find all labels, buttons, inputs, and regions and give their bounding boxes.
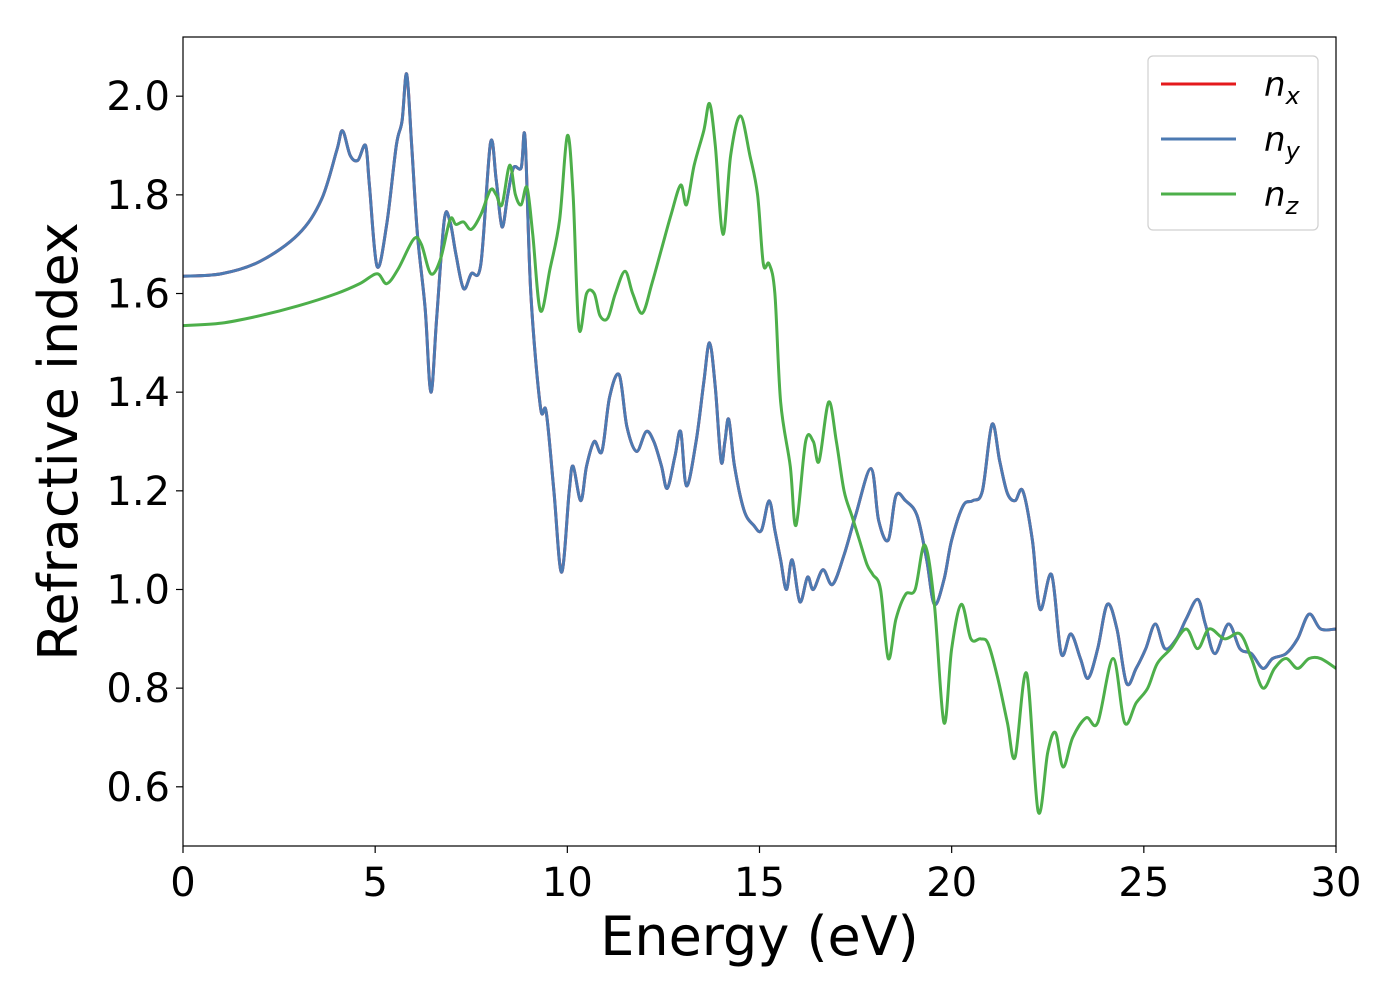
legend-label-y: ny xyxy=(1264,120,1301,165)
legend-label-z: nz xyxy=(1264,175,1300,220)
y-tick-label: 0.8 xyxy=(106,666,170,712)
y-tick-label: 1.4 xyxy=(106,370,170,416)
x-axis: 0 5 10 15 20 25 30 xyxy=(170,846,1361,906)
y-axis-label: Refractive index xyxy=(27,222,90,661)
legend: nx ny nz xyxy=(1147,55,1319,231)
x-tick-label: 30 xyxy=(1311,860,1362,906)
y-axis: 0.6 0.8 1.0 1.2 1.4 1.6 1.8 2.0 xyxy=(106,74,183,811)
x-tick-label: 10 xyxy=(542,860,593,906)
x-tick-label: 0 xyxy=(170,860,195,906)
series-layer xyxy=(183,72,1336,815)
y-tick-label: 0.6 xyxy=(106,765,170,811)
y-tick-label: 1.2 xyxy=(106,469,170,515)
x-tick-label: 15 xyxy=(734,860,785,906)
series-line-z xyxy=(183,102,1336,815)
y-tick-label: 1.0 xyxy=(106,567,170,613)
x-axis-label: Energy (eV) xyxy=(600,905,919,968)
legend-label-x: nx xyxy=(1264,65,1301,110)
y-tick-label: 1.8 xyxy=(106,173,170,219)
x-tick-label: 5 xyxy=(362,860,387,906)
legend-box xyxy=(1147,55,1319,231)
series-line-y xyxy=(183,72,1336,687)
y-tick-label: 2.0 xyxy=(106,74,170,120)
x-tick-label: 20 xyxy=(926,860,977,906)
y-tick-label: 1.6 xyxy=(106,272,170,318)
x-tick-label: 25 xyxy=(1118,860,1169,906)
